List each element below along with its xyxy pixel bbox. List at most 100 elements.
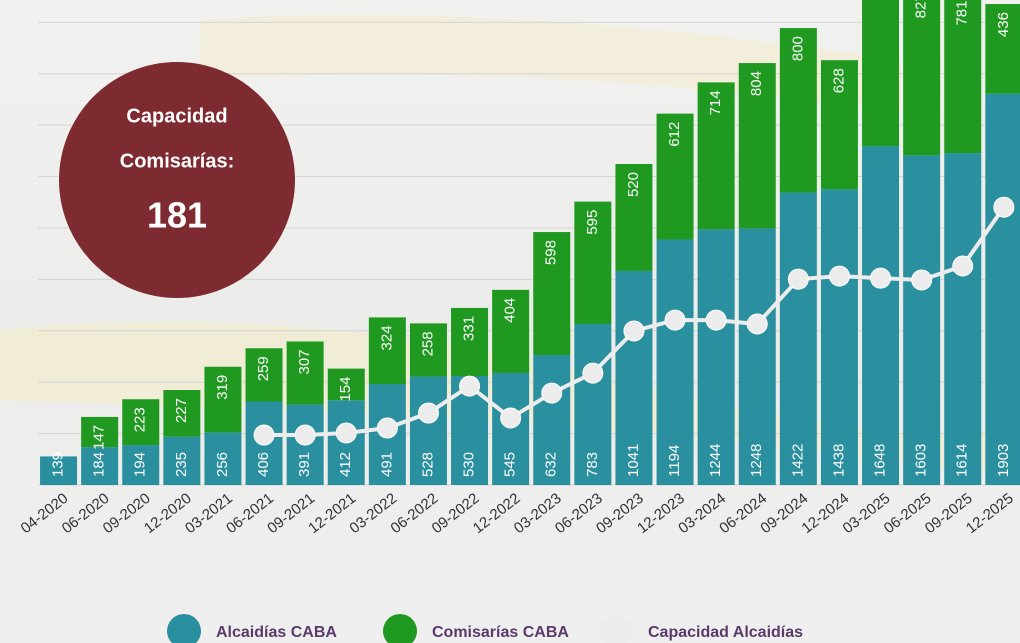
badge-text: Capacidad — [126, 105, 227, 127]
legend-marker — [599, 614, 633, 643]
value-label: 259 — [255, 356, 272, 381]
line-point — [459, 375, 481, 397]
bar-segment — [327, 368, 365, 401]
bar-segment — [779, 192, 817, 485]
line-point — [911, 269, 933, 291]
bar-segment — [122, 399, 160, 446]
capacity-badge — [59, 62, 295, 298]
value-label: 147 — [91, 425, 108, 450]
value-label: 520 — [625, 172, 642, 197]
bar-segment — [738, 228, 776, 485]
line-point — [623, 320, 645, 342]
line-point — [500, 407, 522, 429]
value-label: 612 — [666, 122, 683, 147]
line-point — [294, 424, 316, 446]
value-label: 800 — [789, 36, 806, 61]
value-label: 714 — [707, 90, 724, 115]
value-label: 804 — [748, 71, 765, 96]
bar-segment — [204, 366, 242, 433]
bar-segment — [944, 0, 982, 154]
value-label: 1041 — [625, 444, 642, 477]
value-label: 1603 — [913, 444, 930, 477]
bar-segment — [368, 317, 406, 385]
line-point — [417, 402, 439, 424]
bar-segment — [985, 4, 1020, 94]
bar-segment — [944, 153, 982, 485]
value-label: 391 — [296, 452, 313, 477]
bar-segment — [985, 93, 1020, 485]
value-label: 632 — [543, 452, 560, 477]
bar-segment — [615, 164, 653, 271]
bar-segment — [656, 239, 694, 485]
value-label: 827 — [913, 0, 930, 18]
value-label: 154 — [337, 377, 354, 402]
value-label: 412 — [337, 452, 354, 477]
line-point — [541, 382, 563, 404]
bar-segment — [903, 0, 941, 156]
bar-segment — [163, 390, 201, 437]
bar-segment — [204, 432, 242, 485]
value-label: 1194 — [666, 445, 683, 477]
value-label: 1648 — [872, 444, 889, 477]
value-label: 1422 — [789, 444, 806, 477]
line-point — [664, 309, 686, 331]
value-label: 528 — [419, 452, 436, 477]
line-point — [705, 309, 727, 331]
value-label: 307 — [296, 349, 313, 374]
bar-segment — [245, 348, 283, 402]
value-label: 331 — [461, 316, 478, 341]
bar-segment — [533, 232, 571, 356]
value-label: 781 — [954, 1, 971, 26]
value-label: 1244 — [707, 444, 724, 477]
value-label: 530 — [461, 452, 478, 477]
bar-segment — [492, 289, 530, 373]
legend-label: Comisarías CABA — [432, 624, 569, 641]
value-label: 404 — [502, 298, 519, 323]
value-label: 258 — [419, 331, 436, 356]
bar-segment — [40, 456, 78, 485]
bar-segment — [409, 376, 447, 485]
value-label: 223 — [132, 407, 149, 432]
value-label: 1248 — [748, 444, 765, 477]
bar-segment — [615, 270, 653, 485]
value-label: 1438 — [830, 444, 847, 477]
badge-text: Comisarías: — [120, 150, 235, 172]
value-label: 598 — [543, 240, 560, 265]
line-point — [582, 362, 604, 384]
line-point — [828, 265, 850, 287]
bar-segment — [820, 189, 858, 485]
legend-marker — [383, 614, 417, 643]
value-label: 184 — [91, 452, 108, 477]
value-label: 227 — [173, 398, 190, 423]
value-label: 1614 — [954, 444, 971, 477]
value-label: 406 — [255, 452, 272, 477]
line-point — [952, 255, 974, 277]
bar-segment — [81, 447, 119, 485]
value-label: 628 — [830, 68, 847, 93]
bar-segment — [574, 323, 612, 485]
line-point — [787, 268, 809, 290]
value-label: 324 — [378, 325, 395, 350]
bar-segment — [697, 229, 735, 485]
value-label: 235 — [173, 452, 190, 477]
bar-segment — [779, 28, 817, 193]
value-label: 491 — [378, 452, 395, 477]
legend-marker — [167, 614, 201, 643]
bar-segment — [738, 63, 776, 229]
bar-segment — [820, 60, 858, 190]
value-label: 595 — [584, 210, 601, 235]
bar-segment — [122, 445, 160, 485]
bar-segment — [862, 146, 900, 485]
bar-segment — [903, 155, 941, 485]
legend-label: Alcaidías CABA — [216, 624, 337, 641]
bar-segment — [862, 0, 900, 147]
line-point — [335, 422, 357, 444]
bar-segment — [533, 355, 571, 485]
bar-segment — [409, 323, 447, 377]
bar-segment — [451, 307, 489, 377]
bar-segment — [286, 341, 324, 405]
value-label: 139 — [50, 452, 67, 477]
bar-segment — [81, 416, 119, 448]
value-label: 545 — [502, 452, 519, 477]
